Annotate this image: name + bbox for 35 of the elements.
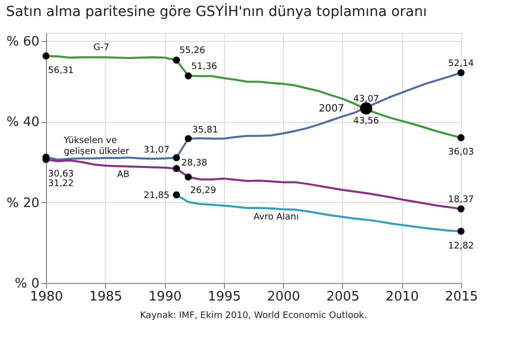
annotation: 2007 [318,103,344,114]
y-tick-label: % 0 [14,276,40,292]
text: Kaynak: IMF, Ekim 2010, World Economic Outlook. [140,311,367,321]
data-label: 55,26 [179,46,206,56]
series-label: Avro Alanı [254,212,299,222]
x-tick-label: 1980 [30,290,64,304]
data-label: 52,14 [448,58,474,69]
series-label: Yükselen ve gelişen ülkeler [62,136,130,157]
x-tick-label: 2010 [386,290,419,304]
x-tick-label: 1985 [89,290,122,304]
y-tick-label: % 20 [6,196,40,211]
y-tick-label: % 60 [6,34,40,50]
x-tick-label: 1990 [148,290,182,304]
x-tick-label: 2015 [444,290,478,304]
data-label: 26,29 [190,186,216,196]
data-label: 43,07 [353,94,380,104]
series-label: G-7 [93,43,110,54]
data-label: 35,81 [192,126,218,136]
data-label: 28,38 [181,158,208,169]
data-label: 31,07 [144,146,170,156]
x-tick-label: 2000 [267,290,300,304]
data-label: 36,03 [448,148,474,158]
series-label: AB [117,170,130,180]
data-label: 18,37 [448,194,474,205]
x-tick-label: 2005 [326,290,360,304]
data-label: 30,63 [48,169,74,180]
data-label: 56,31 [48,66,74,76]
data-label: 21,85 [144,190,170,201]
data-label: 31,22 [48,179,74,190]
data-label: 43,56 [353,116,380,126]
data-label: 51,36 [191,62,218,72]
chart-title: Satın alma paritesine göre GSYİH'nın dünya toplamına oranı [6,3,427,20]
data-label: 12,82 [448,241,474,252]
x-tick-label: 1995 [208,290,241,304]
y-tick-label: % 40 [6,115,40,130]
